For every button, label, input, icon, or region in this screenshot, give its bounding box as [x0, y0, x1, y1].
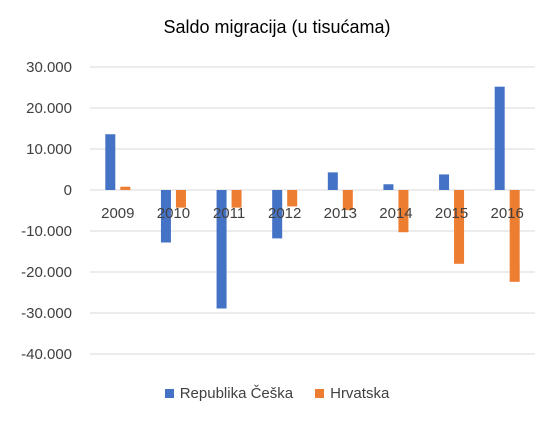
y-tick-label: 0	[64, 182, 72, 199]
y-tick-label: -30.000	[21, 305, 72, 322]
bar-republika-ceska	[216, 190, 227, 309]
x-tick-label: 2010	[157, 205, 190, 222]
y-tick-label: -40.000	[21, 346, 72, 363]
y-tick-label: -10.000	[21, 223, 72, 240]
chart-title: Saldo migracija (u tisućama)	[163, 17, 391, 37]
y-tick-label: 30.000	[26, 59, 72, 76]
x-tick-label: 2013	[324, 205, 357, 222]
legend-item-republika-ceska: Republika Češka	[164, 385, 294, 402]
bar-hrvatska	[287, 190, 298, 207]
bar-hrvatska	[509, 190, 520, 282]
legend-label-hrvatska: Hrvatska	[330, 385, 390, 402]
legend-item-hrvatska: Hrvatska	[315, 385, 389, 402]
bar-hrvatska	[454, 190, 465, 264]
x-tick-label: 2014	[379, 205, 412, 222]
legend-label-republika-ceska: Republika Češka	[179, 385, 294, 402]
bar-republika-ceska	[272, 190, 283, 239]
bar-republika-ceska	[105, 134, 116, 190]
legend-swatch-republika-ceska	[164, 389, 174, 398]
y-tick-label: 10.000	[26, 141, 72, 158]
x-tick-label: 2012	[268, 205, 301, 222]
bar-republika-ceska	[439, 174, 450, 190]
bar-hrvatska	[120, 186, 131, 190]
bar-republika-ceska	[327, 172, 338, 190]
bar-hrvatska	[342, 190, 353, 211]
legend-swatch-hrvatska	[315, 389, 325, 398]
x-tick-label: 2011	[213, 205, 245, 222]
bar-hrvatska	[175, 190, 186, 208]
y-tick-label: 20.000	[26, 100, 72, 117]
bar-republika-ceska	[160, 190, 171, 243]
bar-republika-ceska	[383, 184, 394, 190]
bar-hrvatska	[398, 190, 409, 233]
bar-hrvatska	[231, 190, 242, 208]
x-tick-label: 2016	[491, 205, 524, 222]
x-tick-label: 2015	[435, 205, 468, 222]
x-tick-label: 2009	[101, 205, 134, 222]
legend: Republika Češka Hrvatska	[0, 385, 554, 402]
bar-republika-ceska	[494, 86, 505, 190]
y-tick-label: -20.000	[21, 264, 72, 281]
